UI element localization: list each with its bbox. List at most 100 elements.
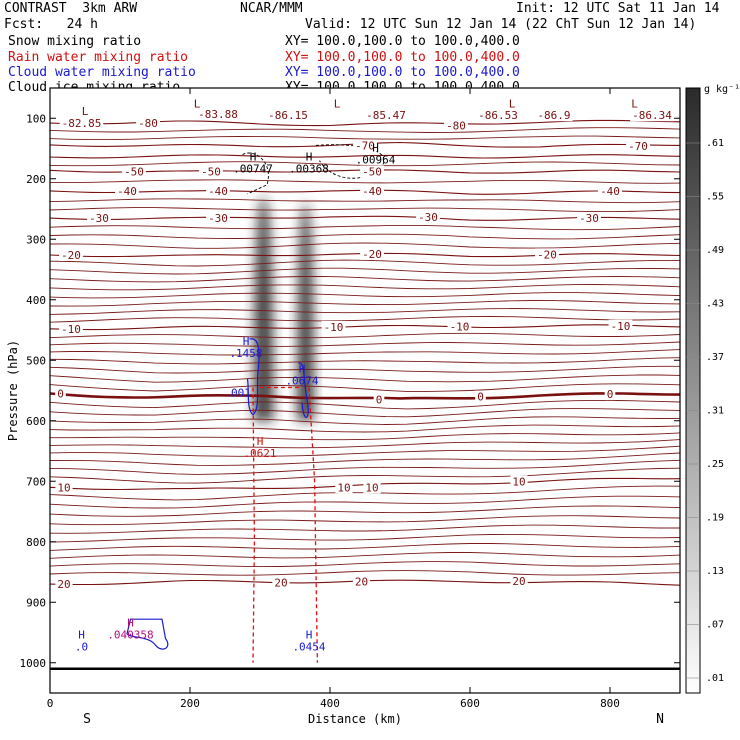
x-axis-title: Distance (km) [308, 712, 402, 726]
isotherm-minus-30 [49, 215, 681, 221]
theta-contour [49, 300, 681, 307]
contour-label: -40 [362, 185, 382, 198]
contour-label: -80 [138, 117, 158, 130]
contour-label: 0 [607, 388, 614, 401]
theta-contour [49, 445, 681, 457]
cloudwater-contour-2 [298, 362, 309, 418]
extremum-symbol: L [82, 105, 89, 118]
contour-label: -50 [124, 165, 144, 178]
theta-contour [49, 424, 681, 433]
plot-frame [49, 87, 681, 694]
field-snow-xy: XY= 100.0,100.0 to 100.0,400.0 [285, 34, 520, 49]
contour-label-bg [535, 109, 573, 122]
extremum-value: .1458 [229, 347, 262, 360]
cloudwater-contour-3 [126, 618, 169, 650]
contour-label-bg [335, 481, 353, 494]
y-tick-label: 300 [26, 233, 46, 246]
endpoint-right-label: N [656, 712, 664, 727]
contour-label-bg [266, 109, 310, 122]
colorbar-label: .37 [706, 352, 724, 363]
contour-label: -20 [537, 248, 557, 261]
contour-label-bg [352, 575, 371, 588]
x-tick-label: 200 [180, 697, 200, 710]
contour-label-bg [272, 576, 290, 589]
contour-label-bg [510, 575, 528, 588]
colorbar-scale [685, 87, 701, 694]
extremum-symbol: L [334, 97, 341, 110]
contour-label: -30 [89, 212, 109, 225]
contour-label-bg [416, 210, 440, 223]
x-tick-label: 800 [600, 697, 620, 710]
contour-label: 10 [365, 481, 378, 494]
contour-label: 20 [512, 575, 525, 588]
contour-label: -10 [611, 320, 631, 333]
contour-label-bg [59, 322, 83, 335]
theta-contour [49, 383, 681, 392]
extremum-symbol: H [127, 616, 134, 629]
theta-contour [49, 233, 681, 240]
x-tick-label: 600 [460, 697, 480, 710]
contour-label: -20 [61, 249, 81, 262]
contour-label: -40 [600, 185, 620, 198]
theta-contour [49, 308, 681, 315]
endpoint-left-label: S [83, 712, 91, 727]
contour-label-bg [363, 481, 381, 494]
colorbar-unit: g kg⁻¹ [704, 84, 740, 95]
contour-label: 0 [376, 394, 383, 407]
contour-label: -30 [418, 211, 438, 224]
theta-contour [49, 561, 681, 568]
y-tick-label: 200 [26, 173, 46, 186]
x-tick-label: 0 [47, 697, 54, 710]
contour-label: -10 [324, 321, 344, 334]
theta-contour [49, 467, 681, 484]
cloudice-contour-2 [315, 144, 385, 179]
extremum-value: .0674 [285, 374, 318, 387]
contour-label: -30 [579, 212, 599, 225]
theta-contour [49, 127, 681, 133]
theta-contour [49, 505, 681, 517]
theta-contour [49, 135, 681, 141]
theta-contour [49, 198, 681, 204]
y-tick-label: 800 [26, 536, 46, 549]
theta-contour [50, 432, 681, 441]
contour-label: -10 [61, 323, 81, 336]
extremum-value: .00368 [289, 163, 329, 176]
colorbar-label: .01 [706, 673, 724, 684]
contour-label-bg [55, 481, 73, 494]
contour-label-bg [199, 165, 223, 178]
contour-label: -30 [208, 212, 228, 225]
theta-contour [49, 552, 681, 559]
theta-contour [49, 459, 681, 475]
extremum-symbol: H [250, 151, 257, 164]
theta-contour [49, 284, 681, 291]
theta-contour [49, 259, 680, 267]
contour-label: -70 [355, 139, 375, 152]
theta-contour [49, 224, 681, 231]
theta-contour [49, 543, 681, 551]
rain-contour-left [252, 387, 256, 663]
contour-label-bg [373, 393, 385, 406]
contour-label: -86.15 [268, 109, 308, 122]
extremum-value: .0454 [292, 641, 325, 654]
contour-label-bg [87, 212, 111, 225]
theta-contour [49, 570, 681, 576]
isotherm-minus-10 [49, 324, 681, 331]
theta-contour [49, 207, 681, 213]
extremum-value: .040358 [107, 628, 153, 641]
theta-contour [49, 533, 681, 543]
contour-label-bg [630, 109, 674, 122]
valid-time: Valid: 12 UTC Sun 12 Jan 14 (22 ChT Sun … [305, 17, 697, 32]
y-tick-label: 400 [26, 294, 46, 307]
colorbar-label: .13 [706, 566, 724, 577]
theta-contour [49, 495, 681, 509]
extremum-symbol: H [372, 142, 379, 155]
forecast-hour: Fcst: 24 h [4, 17, 98, 32]
y-tick-label: 500 [26, 354, 46, 367]
extremum-symbol: H [299, 362, 306, 375]
init-time: Init: 12 UTC Sat 11 Jan 14 [516, 1, 720, 16]
contour-label-bg [476, 109, 520, 122]
contour-label-bg [55, 387, 66, 400]
theta-contour [49, 374, 681, 383]
org-name: NCAR/MMM [240, 1, 303, 16]
